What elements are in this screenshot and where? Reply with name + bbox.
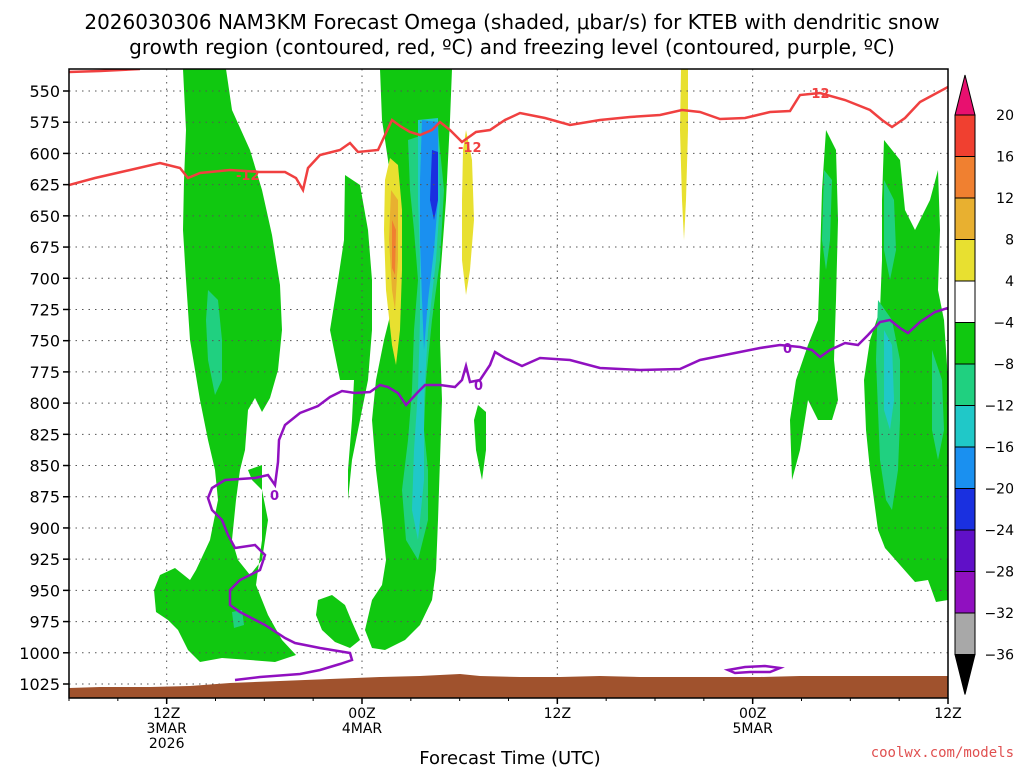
colorbar-swatch	[954, 488, 976, 531]
contour-label-zero: 0	[474, 379, 483, 394]
y-tick-label: 675	[29, 238, 60, 257]
freezing-level-contour-0-bottom-closed	[723, 664, 785, 675]
y-tick-label: 700	[29, 269, 60, 288]
y-tick-label: 925	[29, 550, 60, 569]
grid-lines	[69, 69, 948, 698]
y-tick-label: 825	[29, 425, 60, 444]
colorbar-swatch	[954, 156, 976, 199]
colorbar-swatch	[954, 446, 976, 489]
contour-label-minus12: -12	[236, 169, 260, 184]
colorbar-tick-label: −36	[984, 648, 1014, 664]
omega-region-teal	[822, 170, 832, 270]
colorbar-tick-label: −4	[993, 316, 1014, 332]
omega-region-yellow	[680, 69, 688, 240]
y-tick-label: 1000	[19, 644, 60, 663]
colorbar-swatch	[954, 612, 976, 655]
y-tick-label: 600	[29, 144, 60, 163]
colorbar-tick-label: −32	[984, 606, 1014, 622]
y-tick-label: 550	[29, 82, 60, 101]
colorbar-swatch	[954, 363, 976, 406]
omega-shading	[154, 69, 948, 662]
x-tick-label: 3MAR	[147, 721, 188, 737]
y-tick-label: 775	[29, 363, 60, 382]
omega-region-green	[474, 405, 486, 480]
x-tick-label: 12Z	[544, 706, 571, 722]
colorbar-tick-label: −28	[984, 565, 1014, 581]
y-tick-label: 625	[29, 176, 60, 195]
omega-region-cyan	[884, 330, 894, 430]
colorbar-swatch	[954, 280, 976, 323]
y-tick-label: 800	[29, 394, 60, 413]
omega-region-teal	[206, 290, 222, 395]
colorbar-swatch	[954, 322, 976, 365]
y-tick-label: 975	[29, 613, 60, 632]
y-tick-label: 725	[29, 300, 60, 319]
y-tick-label: 900	[29, 519, 60, 538]
colorbar-tick-label: 8	[1005, 233, 1014, 249]
colorbar-swatch	[954, 529, 976, 572]
y-tick-label: 750	[29, 332, 60, 351]
colorbar-tick-label: −16	[984, 440, 1014, 456]
chart-title-line-2: growth region (contoured, red, ºC) and f…	[129, 35, 895, 59]
colorbar-tick-label: −12	[984, 399, 1014, 415]
x-tick-label: 12Z	[934, 706, 961, 722]
colorbar-swatch	[954, 571, 976, 614]
y-tick-label: 650	[29, 207, 60, 226]
y-axis: 550 575 600 625 650 675 700 725 750 775 800 825 850 8…	[19, 82, 69, 694]
colorbar-tick-label: −20	[984, 482, 1014, 498]
x-tick-label: 12Z	[153, 706, 180, 722]
colorbar-tick-label: 16	[996, 150, 1014, 166]
y-tick-label: 850	[29, 457, 60, 476]
colorbar-bottom-arrow	[954, 654, 976, 695]
omega-region-green	[316, 595, 360, 648]
plot-area: -12 -12 -12 0 0 0	[69, 69, 948, 698]
colorbar-tick-label: 12	[996, 191, 1014, 207]
y-tick-label: 875	[29, 488, 60, 507]
colorbar: 20 16 12 8 4 −4 −8 −12 −16 −20 −24 −28 −32 −36	[954, 74, 1014, 695]
contour-label-zero: 0	[270, 489, 279, 504]
colorbar-tick-label: −24	[984, 523, 1014, 539]
x-tick-label: 2026	[149, 736, 185, 752]
x-tick-label: 4MAR	[342, 721, 383, 737]
colorbar-tick-label: 4	[1005, 274, 1014, 290]
omega-region-teal	[932, 350, 944, 460]
contour-label-minus12: -12	[806, 87, 830, 102]
omega-region-teal	[884, 180, 896, 280]
y-tick-label: 575	[29, 113, 60, 132]
colorbar-tick-label: −8	[993, 357, 1014, 373]
colorbar-tick-label: 20	[996, 108, 1014, 124]
omega-region-yellow	[462, 130, 474, 295]
terrain-ground	[69, 674, 948, 698]
colorbar-swatch	[954, 197, 976, 240]
omega-region-teal	[232, 610, 244, 628]
colorbar-swatch	[954, 405, 976, 448]
omega-region-green	[154, 69, 296, 662]
colorbar-swatch	[954, 239, 976, 282]
contour-label-zero: 0	[783, 342, 792, 357]
x-tick-label: 00Z	[348, 706, 375, 722]
credit-text: coolwx.com/models	[871, 745, 1014, 761]
freezing-level-contour-0	[206, 306, 948, 682]
colorbar-top-arrow	[954, 74, 976, 116]
y-tick-label: 950	[29, 581, 60, 600]
colorbar-swatch	[954, 114, 976, 157]
x-axis-title: Forecast Time (UTC)	[419, 748, 600, 768]
x-tick-label: 00Z	[739, 706, 766, 722]
contour-label-minus12: -12	[458, 141, 482, 156]
y-tick-label: 1025	[19, 675, 60, 694]
chart-title-line-1: 2026030306 NAM3KM Forecast Omega (shaded…	[84, 10, 939, 34]
x-tick-label: 5MAR	[733, 721, 774, 737]
omega-region-green	[330, 175, 372, 500]
